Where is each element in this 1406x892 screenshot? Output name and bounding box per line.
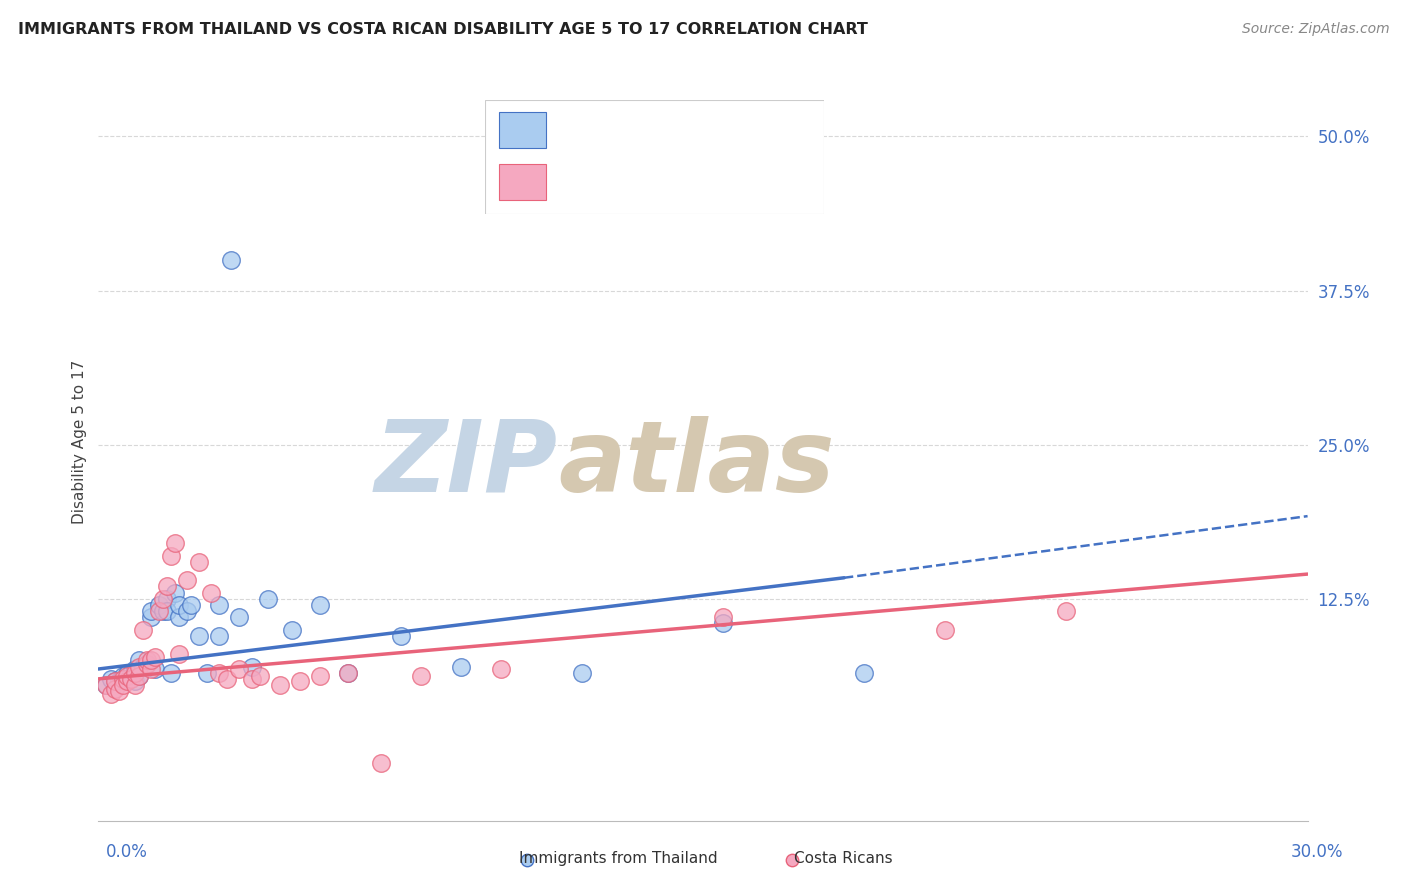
Point [148, 604, 170, 618]
Point [208, 665, 231, 680]
Point [156, 604, 179, 618]
Point [132, 623, 155, 637]
Text: ZIP: ZIP [375, 416, 558, 513]
Point [96, 678, 118, 692]
Point [450, 659, 472, 673]
Text: Costa Ricans: Costa Ricans [794, 851, 893, 865]
Point [120, 665, 142, 680]
Point [288, 674, 311, 689]
Point [143, 649, 166, 664]
Point [188, 629, 211, 643]
Point [269, 678, 291, 692]
Point [853, 665, 876, 680]
Point [176, 604, 198, 618]
Point [128, 669, 150, 683]
Point [337, 665, 360, 680]
Point [139, 662, 162, 676]
Point [200, 585, 222, 599]
Point [103, 674, 125, 689]
Point [571, 665, 593, 680]
Point [167, 598, 190, 612]
Point [160, 665, 183, 680]
Point [228, 610, 250, 624]
Point [152, 604, 174, 618]
Point [221, 252, 243, 267]
Point [139, 610, 162, 624]
Point [208, 598, 231, 612]
Point [124, 678, 146, 692]
Point [281, 623, 304, 637]
Point [132, 659, 155, 673]
Point [711, 616, 734, 631]
Point [208, 629, 231, 643]
Text: 0.0%: 0.0% [105, 843, 148, 861]
Point [337, 665, 360, 680]
Point [135, 657, 157, 671]
Point [107, 684, 129, 698]
Point [389, 629, 412, 643]
Point [309, 669, 332, 683]
Point [111, 678, 134, 692]
Point [228, 662, 250, 676]
Text: Source: ZipAtlas.com: Source: ZipAtlas.com [1241, 22, 1389, 37]
Point [135, 653, 157, 667]
Point [96, 678, 118, 692]
Point [115, 672, 138, 686]
Point [156, 579, 179, 593]
Point [176, 573, 198, 587]
Point [128, 653, 150, 667]
Text: Immigrants from Thailand: Immigrants from Thailand [519, 851, 718, 865]
Text: IMMIGRANTS FROM THAILAND VS COSTA RICAN DISABILITY AGE 5 TO 17 CORRELATION CHART: IMMIGRANTS FROM THAILAND VS COSTA RICAN … [18, 22, 868, 37]
Point [152, 591, 174, 606]
Point [780, 853, 803, 867]
Point [143, 662, 166, 676]
Point [120, 672, 142, 686]
Point [309, 598, 332, 612]
Point [249, 669, 271, 683]
Point [167, 647, 190, 661]
Point [217, 672, 239, 686]
Point [370, 756, 392, 770]
Point [240, 659, 263, 673]
Text: 30.0%: 30.0% [1291, 843, 1343, 861]
Point [124, 674, 146, 689]
Point [128, 669, 150, 683]
Point [256, 591, 278, 606]
Text: atlas: atlas [558, 416, 834, 513]
Point [139, 604, 162, 618]
Point [100, 687, 122, 701]
Point [409, 669, 432, 683]
Point [107, 674, 129, 689]
Point [120, 672, 142, 686]
Point [188, 555, 211, 569]
Point [163, 536, 186, 550]
Point [180, 598, 202, 612]
Point [163, 585, 186, 599]
Point [160, 549, 183, 563]
Point [167, 610, 190, 624]
Point [115, 669, 138, 683]
Point [115, 667, 138, 681]
Point [135, 657, 157, 671]
Point [124, 665, 146, 680]
Point [128, 659, 150, 673]
Point [111, 669, 134, 683]
Point [934, 623, 956, 637]
Point [103, 674, 125, 689]
Y-axis label: Disability Age 5 to 17: Disability Age 5 to 17 [72, 359, 87, 524]
Point [115, 674, 138, 689]
Point [124, 662, 146, 676]
Point [139, 653, 162, 667]
Point [111, 672, 134, 686]
Point [711, 610, 734, 624]
Point [148, 598, 170, 612]
Point [491, 662, 513, 676]
Point [240, 672, 263, 686]
Point [516, 853, 538, 867]
Point [1054, 604, 1077, 618]
Point [195, 665, 218, 680]
Point [100, 672, 122, 686]
Point [156, 591, 179, 606]
Point [103, 681, 125, 696]
